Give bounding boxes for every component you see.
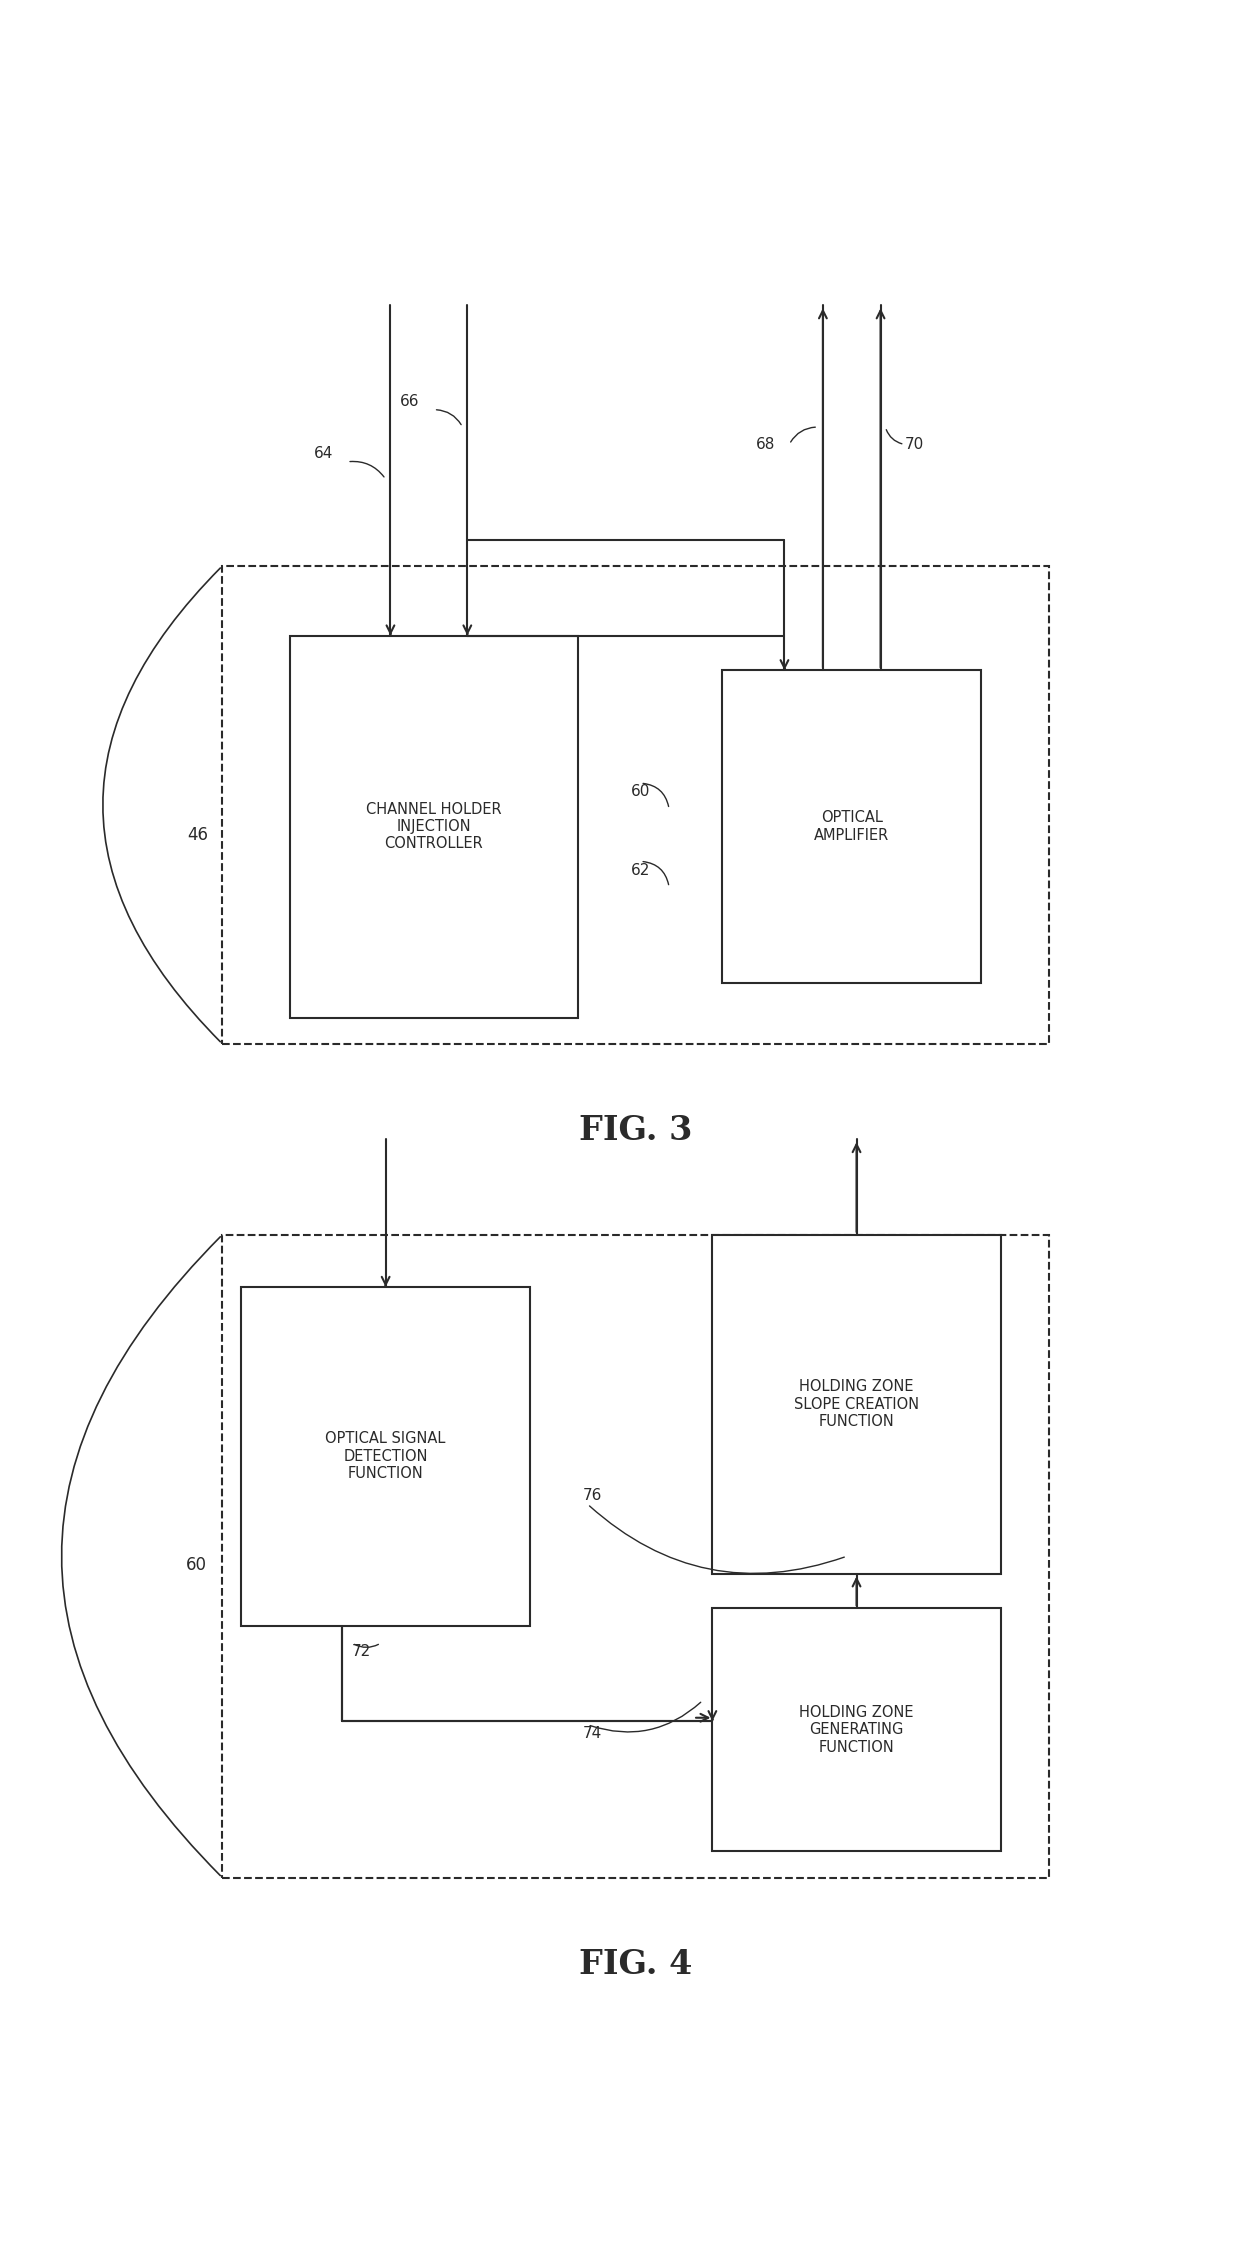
- Text: 46: 46: [187, 826, 208, 844]
- Text: 60: 60: [631, 785, 650, 799]
- Text: FIG. 4: FIG. 4: [579, 1947, 692, 1981]
- Text: HOLDING ZONE
GENERATING
FUNCTION: HOLDING ZONE GENERATING FUNCTION: [800, 1706, 914, 1755]
- Bar: [242, 1286, 529, 1627]
- Text: OPTICAL
AMPLIFIER: OPTICAL AMPLIFIER: [815, 810, 889, 844]
- Text: 70: 70: [904, 438, 924, 451]
- Text: 76: 76: [583, 1489, 601, 1502]
- Text: 74: 74: [583, 1726, 601, 1742]
- Text: 68: 68: [755, 438, 775, 451]
- Text: 60: 60: [186, 1557, 207, 1575]
- Bar: [712, 1234, 1001, 1575]
- Bar: [722, 670, 982, 984]
- Bar: [222, 1234, 1049, 1877]
- Text: FIG. 3: FIG. 3: [579, 1114, 692, 1146]
- Text: 66: 66: [401, 393, 419, 408]
- Text: OPTICAL SIGNAL
DETECTION
FUNCTION: OPTICAL SIGNAL DETECTION FUNCTION: [325, 1430, 446, 1482]
- Text: 72: 72: [352, 1645, 371, 1658]
- Bar: [222, 566, 1049, 1045]
- Text: CHANNEL HOLDER
INJECTION
CONTROLLER: CHANNEL HOLDER INJECTION CONTROLLER: [366, 801, 501, 851]
- Text: 64: 64: [314, 447, 332, 460]
- Bar: [712, 1609, 1001, 1852]
- Text: HOLDING ZONE
SLOPE CREATION
FUNCTION: HOLDING ZONE SLOPE CREATION FUNCTION: [794, 1378, 919, 1428]
- Text: 62: 62: [631, 862, 650, 878]
- Bar: [290, 636, 578, 1017]
